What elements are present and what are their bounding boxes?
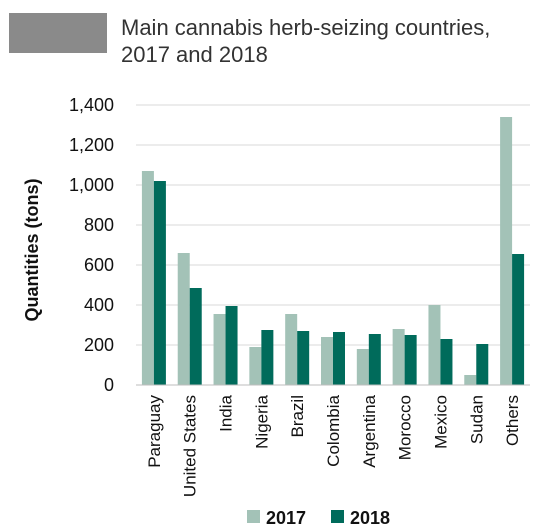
bar-2018: [225, 306, 238, 385]
legend-label: 2018: [350, 508, 390, 526]
bar-2018: [297, 331, 310, 385]
bar-2017: [177, 253, 190, 385]
bar-2017: [213, 314, 226, 385]
chart-title: Main cannabis herb-seizing countries, 20…: [121, 14, 531, 68]
legend: 2017 2018: [247, 508, 390, 526]
x-tick-label: Sudan: [467, 395, 486, 444]
x-tick-label: Brazil: [288, 395, 307, 438]
bar-2018: [476, 344, 489, 385]
bar-2018: [368, 334, 381, 385]
bars: [141, 117, 525, 385]
y-tick-label: 0: [104, 375, 114, 395]
bar-2017: [285, 314, 298, 385]
legend-swatch: [247, 510, 260, 523]
bar-2018: [440, 339, 453, 385]
y-tick-label: 1,000: [69, 175, 114, 195]
y-tick-label: 400: [84, 295, 114, 315]
header-placeholder-block: [9, 13, 107, 53]
x-tick-label: Morocco: [396, 395, 415, 460]
bar-2017: [141, 171, 154, 385]
y-tick-label: 200: [84, 335, 114, 355]
bar-2017: [500, 117, 513, 385]
y-tick-label: 600: [84, 255, 114, 275]
bar-2018: [153, 181, 166, 385]
bar-2017: [428, 305, 441, 385]
bar-2017: [249, 347, 262, 385]
bar-2017: [392, 329, 405, 385]
y-tick-label: 1,200: [69, 135, 114, 155]
bar-2017: [356, 349, 369, 385]
x-tick-label: Mexico: [431, 395, 450, 449]
y-axis-ticks: 0 200 400 600 800 1,000 1,200 1,400: [69, 95, 114, 395]
x-tick-label: Paraguay: [145, 395, 164, 468]
bar-2018: [189, 288, 202, 385]
bar-2018: [404, 335, 417, 385]
bar-2017: [464, 375, 477, 385]
bar-2018: [261, 330, 274, 385]
legend-swatch: [331, 510, 344, 523]
y-axis-label: Quantities (tons): [22, 178, 42, 321]
legend-label: 2017: [266, 508, 306, 526]
bar-2018: [512, 254, 525, 385]
x-tick-label: Colombia: [324, 394, 343, 466]
x-axis-labels: Paraguay United States India Nigeria Brazil C…: [145, 394, 522, 497]
y-tick-label: 1,400: [69, 95, 114, 115]
y-tick-label: 800: [84, 215, 114, 235]
x-tick-label: Nigeria: [252, 394, 271, 448]
x-tick-label: United States: [181, 395, 200, 497]
chart-title-line-1: Main cannabis herb-seizing countries,: [121, 15, 491, 40]
bar-2017: [321, 337, 333, 385]
x-tick-label: India: [217, 394, 236, 431]
chart-title-line-2: 2017 and 2018: [121, 42, 268, 67]
x-tick-label: Argentina: [360, 394, 379, 467]
x-tick-label: Others: [503, 395, 522, 446]
bar-2018: [333, 332, 345, 385]
